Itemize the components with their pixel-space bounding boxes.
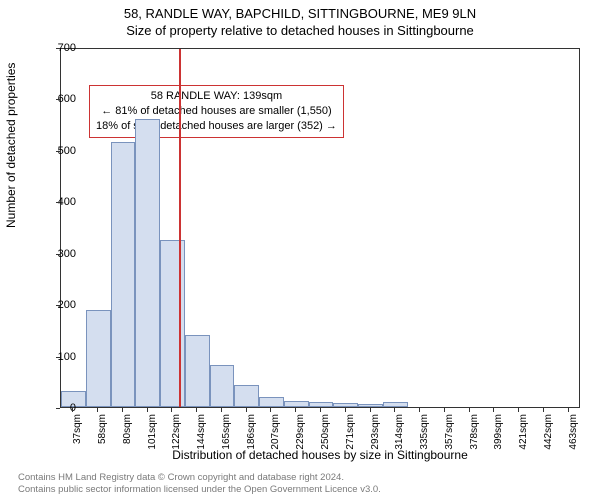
- histogram-bar: [86, 310, 111, 407]
- x-tick-mark: [419, 408, 420, 412]
- histogram-bar: [160, 240, 185, 407]
- x-tick-label: 293sqm: [370, 414, 381, 454]
- x-tick-mark: [270, 408, 271, 412]
- y-tick-label: 700: [58, 42, 76, 54]
- x-tick-label: 101sqm: [147, 414, 158, 454]
- x-tick-label: 58sqm: [97, 414, 108, 454]
- x-tick-mark: [320, 408, 321, 412]
- x-tick-label: 165sqm: [221, 414, 232, 454]
- histogram-bar: [333, 403, 358, 407]
- x-tick-label: 229sqm: [295, 414, 306, 454]
- y-tick-mark: [56, 99, 60, 100]
- y-tick-mark: [56, 202, 60, 203]
- x-tick-label: 122sqm: [171, 414, 182, 454]
- histogram-bar: [259, 397, 284, 407]
- x-tick-label: 357sqm: [444, 414, 455, 454]
- x-tick-label: 314sqm: [394, 414, 405, 454]
- histogram-bar: [234, 385, 259, 407]
- property-marker-line: [179, 49, 181, 407]
- x-tick-mark: [221, 408, 222, 412]
- footer-attribution: Contains HM Land Registry data © Crown c…: [18, 472, 381, 496]
- x-tick-mark: [171, 408, 172, 412]
- info-box: 58 RANDLE WAY: 139sqm ← 81% of detached …: [89, 85, 344, 138]
- x-tick-label: 250sqm: [320, 414, 331, 454]
- y-tick-label: 400: [58, 196, 76, 208]
- info-line-1: 58 RANDLE WAY: 139sqm: [96, 89, 337, 104]
- y-axis-label: Number of detached properties: [4, 63, 18, 228]
- x-tick-mark: [493, 408, 494, 412]
- y-tick-mark: [56, 48, 60, 49]
- y-tick-label: 100: [58, 351, 76, 363]
- y-tick-label: 500: [58, 145, 76, 157]
- x-tick-label: 186sqm: [246, 414, 257, 454]
- x-tick-label: 463sqm: [568, 414, 579, 454]
- footer-line-1: Contains HM Land Registry data © Crown c…: [18, 472, 381, 484]
- x-tick-mark: [196, 408, 197, 412]
- x-tick-label: 335sqm: [419, 414, 430, 454]
- x-tick-mark: [246, 408, 247, 412]
- histogram-bar: [111, 142, 136, 407]
- x-tick-mark: [122, 408, 123, 412]
- x-tick-mark: [394, 408, 395, 412]
- x-tick-label: 421sqm: [518, 414, 529, 454]
- x-tick-mark: [444, 408, 445, 412]
- histogram-bar: [135, 119, 160, 407]
- histogram-bar: [284, 401, 309, 407]
- x-tick-label: 271sqm: [345, 414, 356, 454]
- info-line-2: ← 81% of detached houses are smaller (1,…: [96, 104, 337, 119]
- x-tick-label: 207sqm: [270, 414, 281, 454]
- y-tick-label: 600: [58, 93, 76, 105]
- x-tick-mark: [295, 408, 296, 412]
- x-tick-mark: [147, 408, 148, 412]
- y-tick-mark: [56, 408, 60, 409]
- x-tick-label: 378sqm: [469, 414, 480, 454]
- x-tick-mark: [518, 408, 519, 412]
- plot-area: 58 RANDLE WAY: 139sqm ← 81% of detached …: [60, 48, 580, 408]
- info-line-3: 18% of semi-detached houses are larger (…: [96, 119, 337, 134]
- x-tick-label: 399sqm: [493, 414, 504, 454]
- y-tick-label: 200: [58, 299, 76, 311]
- footer-line-2: Contains public sector information licen…: [18, 484, 381, 496]
- histogram-bar: [309, 402, 334, 407]
- y-tick-mark: [56, 305, 60, 306]
- x-tick-label: 442sqm: [543, 414, 554, 454]
- x-tick-mark: [97, 408, 98, 412]
- x-tick-label: 80sqm: [122, 414, 133, 454]
- x-tick-mark: [543, 408, 544, 412]
- y-tick-label: 300: [58, 248, 76, 260]
- x-tick-label: 37sqm: [72, 414, 83, 454]
- histogram-bar: [383, 402, 408, 407]
- x-tick-mark: [72, 408, 73, 412]
- x-tick-mark: [370, 408, 371, 412]
- histogram-bar: [358, 404, 383, 407]
- y-tick-mark: [56, 151, 60, 152]
- histogram-bar: [185, 335, 210, 407]
- x-tick-mark: [568, 408, 569, 412]
- chart-title-main: 58, RANDLE WAY, BAPCHILD, SITTINGBOURNE,…: [0, 0, 600, 21]
- x-tick-label: 144sqm: [196, 414, 207, 454]
- histogram-bar: [210, 365, 235, 407]
- y-tick-mark: [56, 254, 60, 255]
- x-tick-mark: [469, 408, 470, 412]
- chart-title-sub: Size of property relative to detached ho…: [0, 21, 600, 38]
- y-tick-mark: [56, 357, 60, 358]
- x-tick-mark: [345, 408, 346, 412]
